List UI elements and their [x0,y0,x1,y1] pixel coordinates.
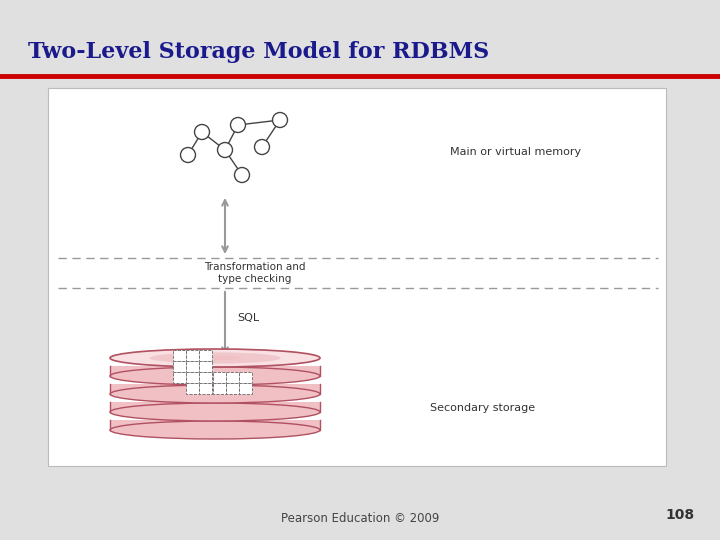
Polygon shape [110,384,320,394]
Ellipse shape [202,357,228,359]
Bar [173,372,186,383]
Bar [173,350,186,361]
Text: Transformation and
type checking: Transformation and type checking [204,262,306,284]
Ellipse shape [110,349,320,367]
Bar [199,372,212,383]
Bar [239,383,252,394]
Ellipse shape [110,421,320,439]
Bar [186,383,199,394]
Text: SQL: SQL [237,313,259,323]
Circle shape [181,147,196,163]
Circle shape [272,112,287,127]
Text: Main or virtual memory: Main or virtual memory [450,147,581,157]
Ellipse shape [189,356,241,360]
Bar [239,372,252,383]
Circle shape [230,118,246,132]
Ellipse shape [149,353,281,363]
Bar [173,361,186,372]
Text: Two-Level Storage Model for RDBMS: Two-Level Storage Model for RDBMS [28,41,490,63]
Bar [213,383,226,394]
Ellipse shape [163,354,268,362]
Bar [199,350,212,361]
Text: Pearson Education © 2009: Pearson Education © 2009 [281,511,439,524]
Bar [186,350,199,361]
Polygon shape [110,402,320,412]
Circle shape [217,143,233,158]
Bar [199,361,212,372]
Ellipse shape [123,350,307,366]
Bar [226,383,239,394]
Ellipse shape [110,367,320,385]
Ellipse shape [110,403,320,421]
Ellipse shape [176,355,254,361]
Bar [199,383,212,394]
Ellipse shape [136,351,294,364]
Circle shape [194,125,210,139]
Bar [186,372,199,383]
Ellipse shape [110,385,320,403]
Circle shape [254,139,269,154]
Bar [213,372,226,383]
Circle shape [235,167,250,183]
Bar [186,361,199,372]
Polygon shape [110,366,320,376]
Polygon shape [110,420,320,430]
Text: 108: 108 [666,508,695,522]
Bar [226,372,239,383]
Text: Secondary storage: Secondary storage [430,403,535,413]
Bar [48,88,666,466]
